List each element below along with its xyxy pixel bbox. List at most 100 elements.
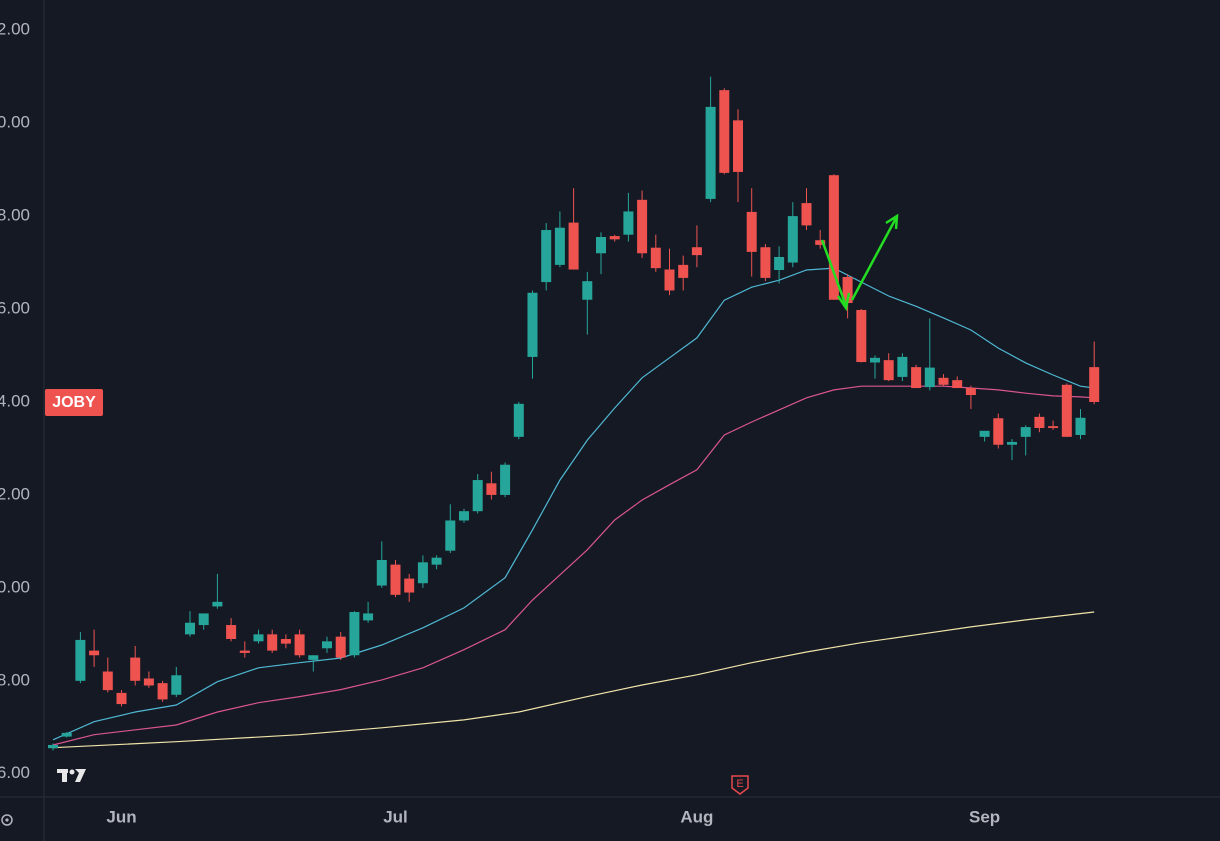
candle-body xyxy=(472,480,483,512)
candle-body xyxy=(335,636,346,658)
candle-body xyxy=(897,356,908,377)
candle-body xyxy=(226,625,237,639)
candle-body xyxy=(965,388,976,396)
candle-body xyxy=(1020,427,1031,437)
candle-body xyxy=(143,678,154,686)
candle-body xyxy=(623,211,634,235)
candle-body xyxy=(801,203,812,226)
candle-body xyxy=(322,641,332,649)
candle-body xyxy=(61,732,72,737)
candle-body xyxy=(212,601,223,607)
candle-body xyxy=(48,744,58,749)
candle-body xyxy=(596,237,606,254)
candle-body xyxy=(349,612,360,656)
candle-body xyxy=(760,247,771,278)
y-tick-label: 6.00 xyxy=(0,763,30,782)
candle-body xyxy=(75,639,86,681)
plot xyxy=(48,76,1100,751)
candle-body xyxy=(445,520,456,551)
x-tick-label: Sep xyxy=(969,807,1000,826)
candle-body xyxy=(486,483,497,495)
y-tick-label: 18.00 xyxy=(0,206,30,225)
candle-body xyxy=(102,671,113,691)
moving-average-line xyxy=(52,611,1095,749)
candle-body xyxy=(459,511,469,521)
candle-body xyxy=(1061,384,1072,437)
candle-body xyxy=(883,360,894,381)
candle-body xyxy=(308,655,319,660)
candle-body xyxy=(938,377,949,385)
candle-body xyxy=(582,281,593,300)
candle-body xyxy=(185,622,195,635)
candle-body xyxy=(363,613,374,621)
candle-body xyxy=(253,634,264,642)
settings-icon[interactable] xyxy=(1,814,13,826)
candle-body xyxy=(404,578,415,593)
symbol-tag xyxy=(45,389,103,416)
candle-body xyxy=(774,256,785,271)
candle-body xyxy=(664,269,675,291)
x-tick-label: Jul xyxy=(383,807,408,826)
candle-body xyxy=(650,247,661,269)
candle-body xyxy=(815,240,826,245)
candle-body xyxy=(787,216,798,263)
candle-body xyxy=(171,675,182,695)
candle-body xyxy=(1034,416,1045,429)
earnings-marker[interactable]: E xyxy=(731,775,749,795)
candle-body xyxy=(746,211,757,252)
candle-body xyxy=(678,264,689,278)
candle-body xyxy=(952,380,963,389)
moving-average-line xyxy=(52,267,1095,741)
candle-body xyxy=(870,357,880,363)
earnings-label: E xyxy=(736,778,743,790)
candle-body xyxy=(239,650,250,653)
logo xyxy=(57,769,86,782)
candle-body xyxy=(924,367,935,388)
candle-body xyxy=(500,464,511,495)
candle-body xyxy=(280,638,291,644)
x-tick-label: Jun xyxy=(106,807,136,826)
candle-body xyxy=(979,430,990,437)
candle-body xyxy=(1075,417,1086,435)
candle-body xyxy=(376,559,387,586)
candle-body xyxy=(431,557,442,565)
candle-body xyxy=(911,367,922,389)
candle-body xyxy=(705,106,716,199)
candle-body xyxy=(733,120,743,172)
candle-body xyxy=(609,236,620,240)
candle-body xyxy=(541,230,552,283)
candle-body xyxy=(198,613,209,626)
candle-body xyxy=(1048,426,1059,429)
candle-body xyxy=(116,692,127,705)
y-tick-label: 10.00 xyxy=(0,577,30,596)
y-tick-label: 12.00 xyxy=(0,484,30,503)
candle-body xyxy=(267,634,278,651)
candle-body xyxy=(1007,441,1017,445)
candle-body xyxy=(390,564,401,595)
y-tick-label: 14.00 xyxy=(0,391,30,410)
candle-body xyxy=(856,309,867,363)
candle-body xyxy=(417,562,428,584)
candle-body xyxy=(554,227,565,265)
candle-body xyxy=(568,222,579,270)
candle-body xyxy=(157,683,168,700)
candle-body xyxy=(513,403,524,437)
y-tick-label: 16.00 xyxy=(0,299,30,318)
candle-body xyxy=(691,247,702,256)
candle-body xyxy=(1089,367,1100,402)
candle-body xyxy=(130,657,141,681)
candle-body xyxy=(828,175,839,300)
candle-body xyxy=(719,90,730,173)
candle-body xyxy=(527,292,538,357)
y-tick-label: 22.00 xyxy=(0,20,30,39)
x-tick-label: Aug xyxy=(680,807,713,826)
candle-body xyxy=(842,276,853,303)
candle-body xyxy=(294,634,305,656)
candle-body xyxy=(89,650,100,656)
y-tick-label: 20.00 xyxy=(0,113,30,132)
candle-body xyxy=(993,418,1004,445)
symbol-label: JOBY xyxy=(52,394,96,411)
